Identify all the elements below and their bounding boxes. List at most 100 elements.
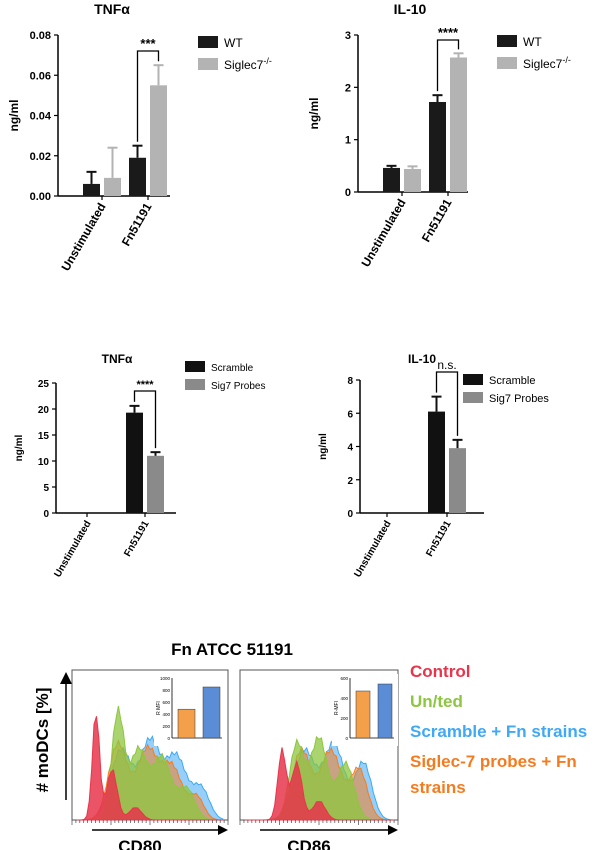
chart-title: IL-10 (394, 1, 427, 17)
y-tick-label: 25 (38, 379, 50, 390)
x-tick-label: Fn51191 (122, 519, 151, 559)
bar (129, 157, 146, 196)
x-tick-label: Unstimulated (58, 201, 108, 274)
bar (449, 448, 466, 513)
y-tick-label: 0.06 (30, 70, 51, 82)
legend-label: Siglec7-/- (224, 56, 272, 72)
y-tick-label: 0.08 (30, 30, 51, 42)
legend-label: Sig7 Probes (489, 393, 549, 405)
y-tick-label: 0 (43, 509, 49, 520)
y-tick-label: 2 (347, 476, 353, 487)
inset-bar (355, 690, 371, 739)
flow-x-axis-label: CD80 (118, 837, 161, 850)
x-tick-label: Unstimulated (358, 197, 408, 270)
significance-label: **** (438, 25, 459, 40)
inset-tick-label: 200 (340, 716, 348, 721)
x-arrow-head (388, 825, 398, 835)
legend-label: WT (523, 35, 542, 49)
chart-title: TNFα (102, 352, 133, 366)
legend-swatch (497, 57, 517, 69)
y-tick-label: 5 (43, 483, 49, 494)
il10-bar-chart-middle: IL-10 0 2 4 6 8 ng/ml Unstimulated Fn51191 n.s. Sc… (318, 352, 549, 579)
bar (104, 177, 121, 196)
bar (150, 85, 167, 196)
x-tick-label: Fn51191 (119, 200, 155, 248)
x-tick-label: Unstimulated (352, 519, 393, 579)
y-axis-label: ng/ml (14, 434, 25, 461)
chart-title: TNFα (94, 1, 130, 17)
flow-legend-entry: Siglec-7 probes + Fn strains (410, 752, 577, 797)
flow-title: Fn ATCC 51191 (171, 640, 293, 659)
flow-y-axis-label: # moDCs [%] (33, 688, 52, 793)
bar (428, 411, 445, 513)
inset-tick-label: 600 (340, 676, 348, 681)
significance-label: *** (140, 36, 156, 51)
legend-swatch (185, 379, 205, 390)
y-tick-label: 0.04 (30, 111, 52, 123)
y-tick-label: 10 (38, 457, 50, 468)
inset-y-label: R MFI (156, 701, 162, 715)
y-axis-label: ng/ml (7, 100, 21, 132)
significance-bracket (136, 50, 160, 142)
y-tick-label: 0.02 (30, 151, 51, 163)
y-tick-label: 0.00 (30, 191, 51, 203)
y-tick-label: 0 (345, 187, 351, 199)
legend-swatch (463, 392, 483, 403)
inset-tick-label: 0 (167, 736, 170, 741)
x-tick-label: Unstimulated (52, 519, 93, 579)
legend-label: Scramble (489, 375, 535, 387)
bar (383, 167, 400, 192)
inset-tick-label: 0 (345, 736, 348, 741)
bar (429, 101, 446, 192)
flow-legend-entry: Scramble + Fn strains (410, 722, 587, 741)
flow-y-arrow-head (60, 672, 72, 684)
inset-tick-label: 400 (162, 712, 170, 717)
legend-swatch (497, 35, 517, 47)
inset-tick-label: 800 (162, 688, 170, 693)
y-tick-label: 3 (345, 30, 351, 42)
significance-bracket (435, 371, 459, 436)
inset-tick-label: 600 (162, 700, 170, 705)
y-tick-label: 4 (347, 443, 353, 454)
legend-label: Sig7 Probes (211, 381, 265, 392)
x-tick-label: Fn51191 (419, 196, 455, 244)
significance-label: n.s. (437, 358, 456, 372)
inset-bar (177, 708, 196, 739)
y-tick-label: 8 (347, 376, 353, 387)
flow-legend-entry: Control (410, 662, 470, 681)
y-axis-label: ng/ml (318, 433, 329, 460)
legend-swatch (463, 374, 483, 385)
inset-tick-label: 200 (162, 724, 170, 729)
inset-bar (202, 686, 221, 739)
inset-y-label: R-MFI (334, 701, 340, 715)
flow-legend-entry: Un/ted (410, 692, 463, 711)
legend-label: Siglec7-/- (523, 55, 571, 71)
y-axis-label: ng/ml (307, 98, 321, 130)
legend-swatch (185, 361, 205, 372)
bar (450, 57, 467, 193)
legend-label: Scramble (211, 363, 254, 374)
inset-tick-label: 1000 (160, 676, 171, 681)
x-tick-label: Fn51191 (424, 519, 453, 559)
tnf-bar-chart-middle: TNFα 0 5 10 15 20 25 ng/ml Unstimulated Fn51191 **… (14, 352, 265, 579)
y-tick-label: 6 (347, 409, 353, 420)
y-tick-label: 2 (345, 82, 351, 94)
legend-swatch (198, 36, 218, 48)
inset-tick-label: 400 (340, 696, 348, 701)
significance-bracket (133, 390, 157, 449)
significance-bracket (436, 39, 460, 92)
bar (126, 412, 143, 513)
x-arrow-head (218, 825, 228, 835)
chart-title: IL-10 (408, 352, 436, 366)
flow-cytometry-figure: Fn ATCC 51191 # moDCs [%] CD80 0 200 400 600 80… (33, 640, 587, 850)
legend-label: WT (224, 36, 243, 50)
y-tick-label: 0 (347, 509, 353, 520)
tnf-bar-chart-top: TNFα 0.00 0.02 0.04 0.06 0.08 ng/ml Unstimulate… (7, 1, 272, 274)
bar (83, 183, 100, 196)
bar (404, 168, 421, 192)
significance-label: **** (136, 379, 154, 391)
flow-x-axis-label: CD86 (287, 837, 330, 850)
y-tick-label: 20 (38, 405, 50, 416)
bar (147, 455, 164, 513)
legend-swatch (198, 58, 218, 70)
